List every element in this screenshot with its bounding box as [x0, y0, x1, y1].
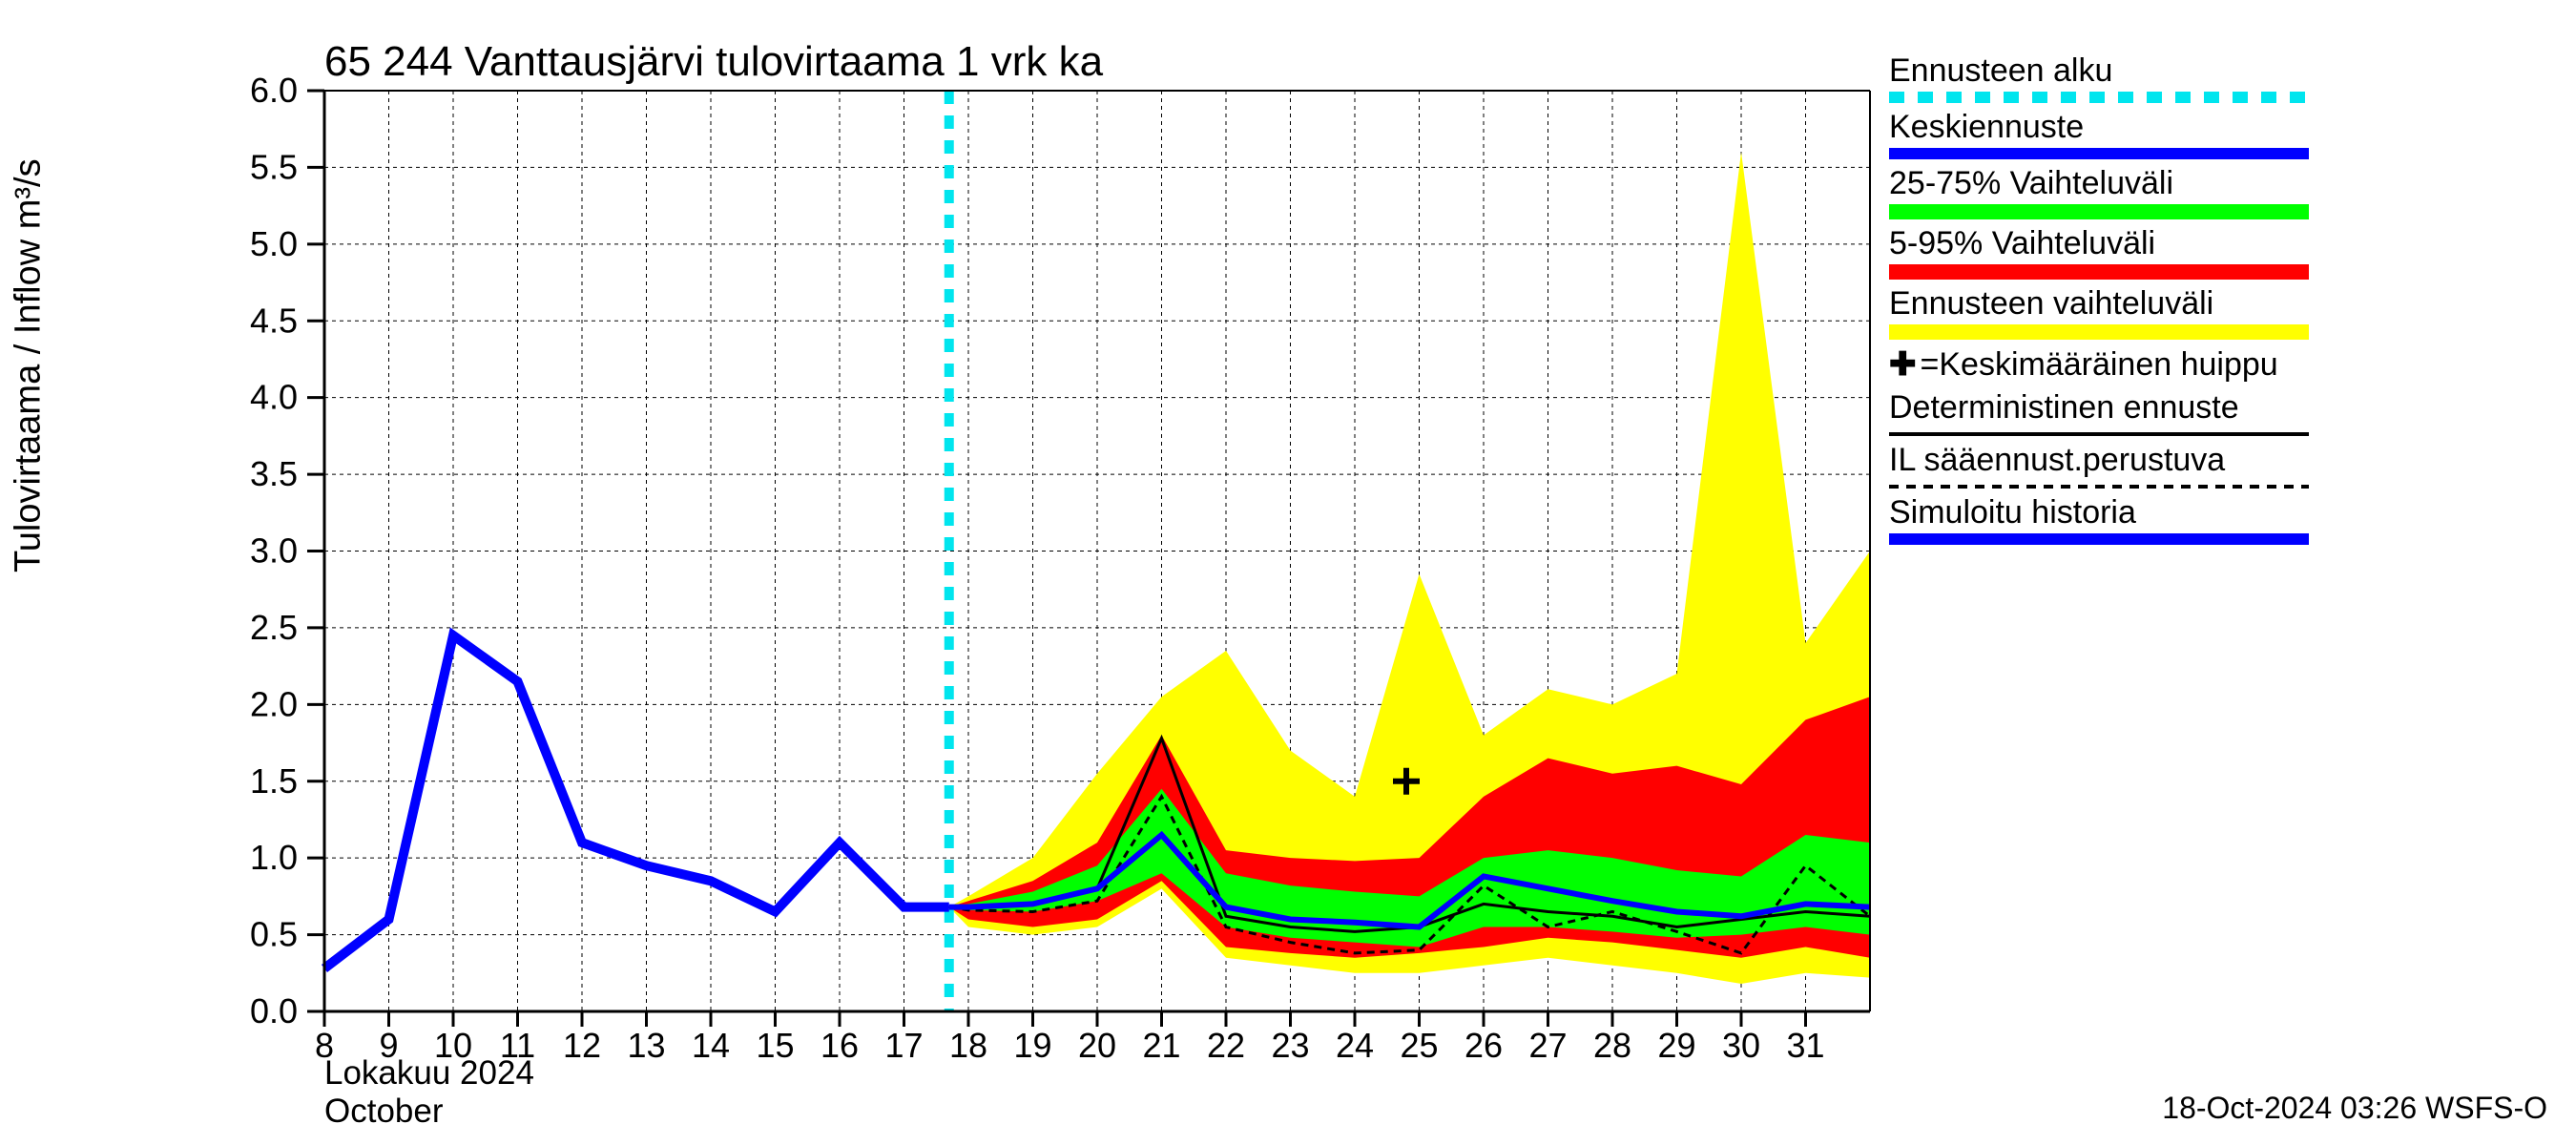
legend-label: 25-75% Vaihteluväli: [1889, 165, 2557, 202]
chart-container: 65 244 Vanttausjärvi tulovirtaama 1 vrk …: [0, 0, 2576, 1145]
legend-item: ✚=Keskimääräinen huippu: [1889, 345, 2557, 384]
legend-label: Simuloitu historia: [1889, 494, 2557, 531]
x-tick-label: 15: [756, 1026, 794, 1065]
y-tick-label: 4.0: [250, 378, 298, 417]
y-tick-label: 6.0: [250, 71, 298, 110]
legend-swatch: [1889, 204, 2309, 219]
legend-swatch: [1889, 432, 2309, 436]
x-tick-label: 10: [434, 1026, 472, 1065]
y-tick-label: 2.0: [250, 684, 298, 723]
x-tick-label: 27: [1528, 1026, 1567, 1065]
legend-swatch: [1889, 148, 2309, 159]
legend-label: Deterministinen ennuste: [1889, 389, 2557, 427]
x-tick-label: 22: [1207, 1026, 1245, 1065]
y-tick-label: 1.5: [250, 761, 298, 801]
legend-label: ✚=Keskimääräinen huippu: [1889, 345, 2557, 384]
y-tick-label: 0.0: [250, 991, 298, 1030]
history-line: [324, 635, 949, 968]
legend-swatch: [1889, 533, 2309, 545]
x-tick-label: 31: [1786, 1026, 1824, 1065]
x-tick-label: 30: [1722, 1026, 1760, 1065]
x-tick-label: 13: [627, 1026, 665, 1065]
x-tick-label: 16: [821, 1026, 859, 1065]
x-tick-label: 9: [379, 1026, 398, 1065]
legend-swatch: [1889, 264, 2309, 280]
y-tick-label: 3.5: [250, 454, 298, 493]
x-tick-label: 29: [1657, 1026, 1695, 1065]
y-tick-label: 2.5: [250, 608, 298, 647]
cross-icon: ✚: [1889, 346, 1917, 383]
legend-item: 5-95% Vaihteluväli: [1889, 225, 2557, 280]
legend-label: Ennusteen vaihteluväli: [1889, 285, 2557, 323]
legend-label: IL sääennust.perustuva: [1889, 442, 2557, 479]
legend-label: Keskiennuste: [1889, 109, 2557, 146]
x-tick-label: 23: [1271, 1026, 1309, 1065]
y-tick-label: 3.0: [250, 531, 298, 571]
x-tick-label: 12: [563, 1026, 601, 1065]
x-tick-label: 26: [1465, 1026, 1503, 1065]
x-tick-label: 20: [1078, 1026, 1116, 1065]
legend-item: 25-75% Vaihteluväli: [1889, 165, 2557, 219]
y-tick-label: 5.5: [250, 147, 298, 186]
legend-swatch: [1889, 92, 2309, 103]
y-tick-label: 5.0: [250, 224, 298, 263]
y-tick-label: 4.5: [250, 301, 298, 340]
legend-swatch: [1889, 324, 2309, 340]
x-tick-label: 19: [1013, 1026, 1051, 1065]
legend-item: IL sääennust.perustuva: [1889, 442, 2557, 489]
legend-swatch: [1889, 485, 2309, 489]
y-tick-label: 0.5: [250, 915, 298, 954]
x-tick-label: 25: [1400, 1026, 1438, 1065]
legend: Ennusteen alku Keskiennuste 25-75% Vaihtel…: [1889, 52, 2557, 551]
x-tick-label: 11: [500, 1026, 535, 1065]
x-tick-label: 17: [884, 1026, 923, 1065]
x-tick-label: 8: [315, 1026, 334, 1065]
x-tick-label: 24: [1336, 1026, 1374, 1065]
legend-item: Ennusteen alku: [1889, 52, 2557, 103]
legend-label: 5-95% Vaihteluväli: [1889, 225, 2557, 262]
legend-item: Keskiennuste: [1889, 109, 2557, 159]
legend-item: Ennusteen vaihteluväli: [1889, 285, 2557, 340]
legend-item: Simuloitu historia: [1889, 494, 2557, 545]
x-tick-label: 14: [692, 1026, 730, 1065]
y-tick-label: 1.0: [250, 838, 298, 877]
x-tick-label: 28: [1593, 1026, 1631, 1065]
legend-label: Ennusteen alku: [1889, 52, 2557, 90]
x-tick-label: 21: [1142, 1026, 1180, 1065]
legend-item: Deterministinen ennuste: [1889, 389, 2557, 436]
x-tick-label: 18: [949, 1026, 987, 1065]
